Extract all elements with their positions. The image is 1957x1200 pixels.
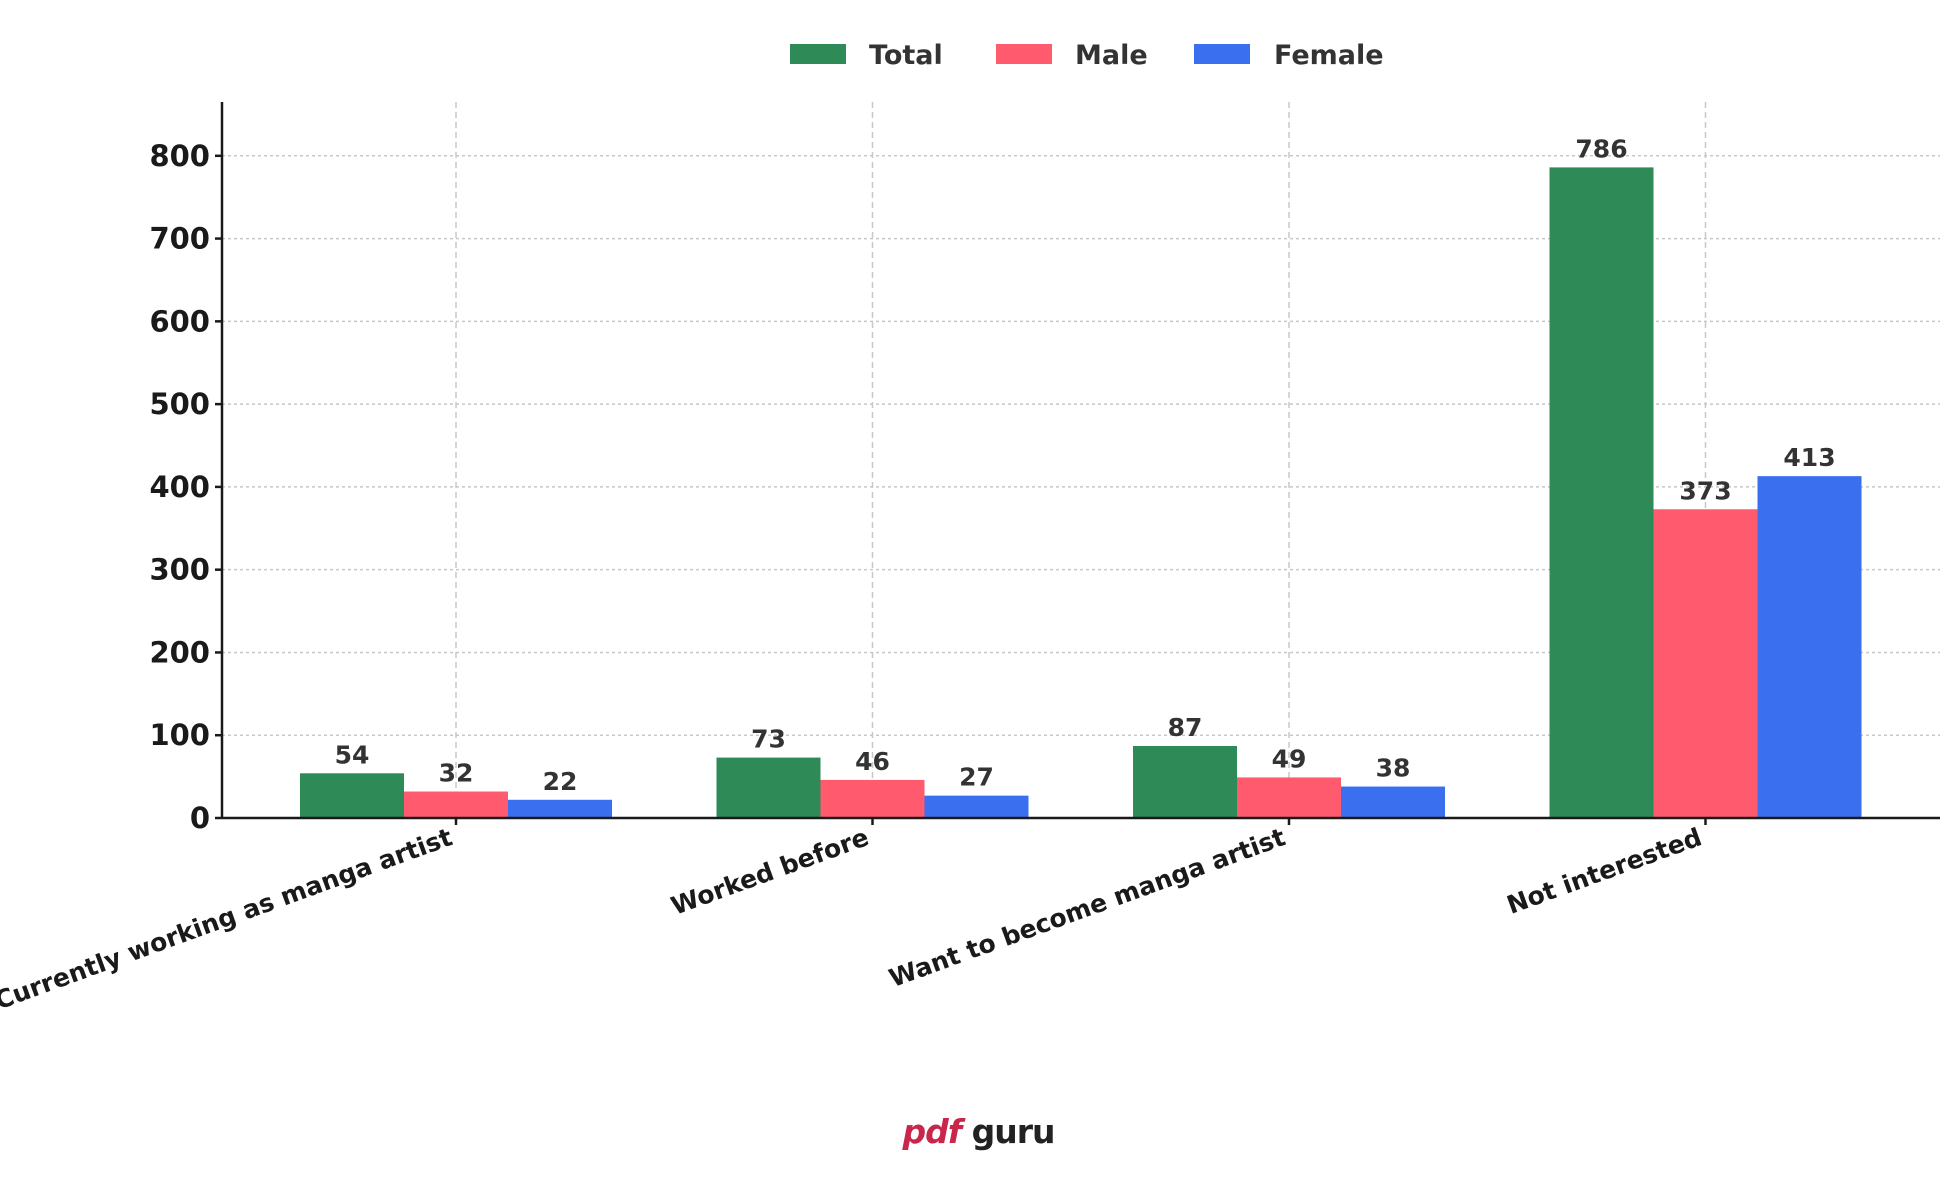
bar-total xyxy=(716,757,821,818)
y-tick-label: 300 xyxy=(149,553,210,587)
brand-logo-guru: guru xyxy=(961,1112,1056,1151)
x-category-label: Want to become manga artist xyxy=(885,822,1289,993)
bar-total xyxy=(1133,745,1237,818)
legend: Total Male Female xyxy=(790,40,1384,71)
bar-male xyxy=(820,779,925,818)
bar-female xyxy=(924,795,1029,818)
x-category-label: Currently working as manga artist xyxy=(0,822,456,1015)
data-label: 27 xyxy=(959,763,994,792)
y-tick-label: 0 xyxy=(190,801,210,835)
value-labels: 54 32 22 73 46 27 87 49 38 786 373 413 xyxy=(335,134,1836,795)
bar-total xyxy=(1549,167,1654,818)
y-tick-label: 200 xyxy=(149,635,210,669)
bar-male xyxy=(404,791,508,818)
y-tick-label: 700 xyxy=(149,222,210,256)
data-label: 22 xyxy=(543,767,578,796)
y-tick-label: 400 xyxy=(149,470,210,504)
data-label: 54 xyxy=(335,740,370,769)
bar-female xyxy=(1341,786,1445,818)
brand-logo: pdf guru xyxy=(0,1112,1957,1151)
data-label: 46 xyxy=(855,747,890,776)
bars xyxy=(300,167,1862,818)
legend-label: Male xyxy=(1075,40,1148,71)
brand-logo-pdf: pdf xyxy=(902,1112,963,1151)
y-tick-label: 800 xyxy=(149,139,210,173)
bar-female xyxy=(508,799,612,818)
legend-label: Female xyxy=(1274,40,1384,71)
y-tick-label: 100 xyxy=(149,718,210,752)
legend-item-male: Male xyxy=(996,40,1148,71)
x-category-label: Not interested xyxy=(1503,822,1706,919)
bar-male xyxy=(1237,777,1341,818)
legend-swatch xyxy=(790,44,846,64)
bar-male xyxy=(1653,509,1758,818)
legend-item-female: Female xyxy=(1194,40,1384,71)
x-category-label: Worked before xyxy=(667,822,872,920)
bar-total xyxy=(300,773,404,818)
data-label: 413 xyxy=(1783,443,1835,472)
legend-item-total: Total xyxy=(790,40,943,71)
legend-swatch xyxy=(996,44,1052,64)
legend-label: Total xyxy=(869,40,943,71)
data-label: 87 xyxy=(1168,713,1203,742)
y-tick-label: 500 xyxy=(149,387,210,421)
data-label: 786 xyxy=(1575,134,1627,163)
data-label: 32 xyxy=(439,759,474,788)
y-tick-label: 600 xyxy=(149,304,210,338)
data-label: 373 xyxy=(1679,476,1731,505)
bar-female xyxy=(1757,476,1862,818)
data-label: 49 xyxy=(1272,744,1307,773)
legend-swatch xyxy=(1194,44,1250,64)
data-label: 73 xyxy=(751,725,786,754)
grid-lines xyxy=(222,102,1940,818)
data-label: 38 xyxy=(1376,754,1411,783)
